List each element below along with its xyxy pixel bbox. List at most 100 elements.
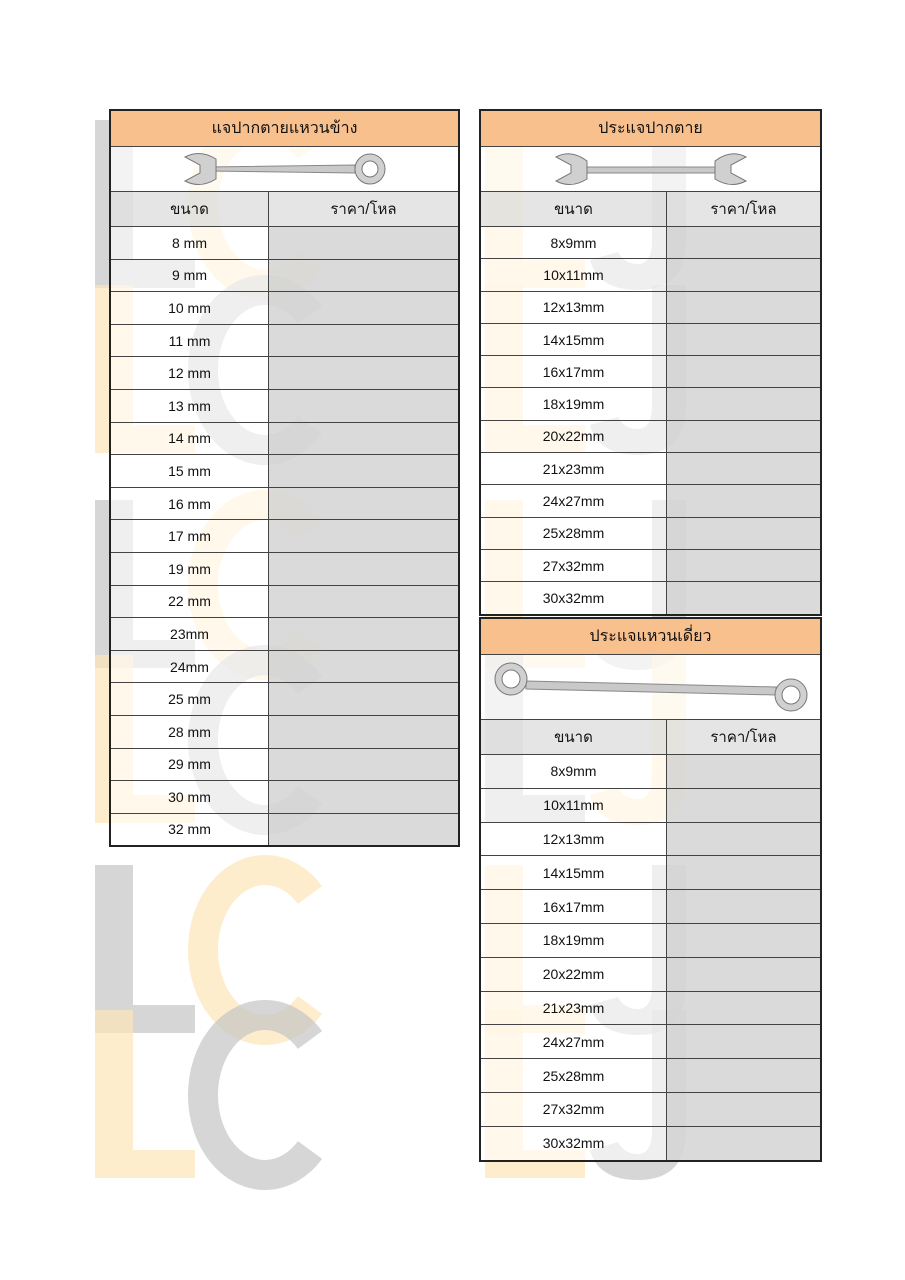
table-row: 9 mm [109,258,460,293]
size-cell: 10x11mm [479,787,667,823]
price-cell [666,922,822,958]
table-row: 8x9mm [479,754,822,789]
size-cell: 12x13mm [479,290,667,324]
table-row: 24x27mm [479,1024,822,1060]
table-row: 30x32mm [479,1125,822,1162]
price-cell [666,419,822,454]
size-cell: 12x13mm [479,821,667,857]
price-cell [666,355,822,389]
size-cell: 25x28mm [479,516,667,550]
offset-box-wrench-image [479,654,822,720]
price-cell [666,225,822,260]
table-row: 21x23mm [479,452,822,486]
size-cell: 24x27mm [479,1024,667,1060]
size-cell: 14x15mm [479,855,667,891]
combination-wrench-image [109,146,460,192]
price-cell [666,258,822,292]
table-row: 20x22mm [479,956,822,992]
price-cell [268,682,460,716]
price-cell [666,516,822,550]
table-row: 12x13mm [479,821,822,857]
table-row: 17 mm [109,519,460,553]
combination-wrench-table: แจปากตายแหวนข้าง ขนาด ราคา/โหล 8 mm 9 mm 10 m… [109,109,460,848]
price-column-header: ราคา/โหล [666,191,822,227]
watermark-letter [187,1000,323,1190]
table-row: 11 mm [109,323,460,358]
size-cell: 16x17mm [479,355,667,389]
price-cell [666,290,822,324]
price-cell [268,454,460,488]
price-cell [666,387,822,421]
price-cell [268,356,460,390]
price-cell [666,855,822,891]
table-row: 16x17mm [479,355,822,389]
table-row: 25x28mm [479,516,822,550]
price-cell [268,649,460,684]
table-title: แจปากตายแหวนข้าง [109,109,460,147]
size-cell: 8x9mm [479,754,667,789]
price-cell [666,484,822,518]
watermark-letter [187,855,323,1045]
table-row: 14 mm [109,421,460,456]
watermark-letter [95,1010,195,1178]
size-cell: 8x9mm [479,225,667,260]
table-title: ประแจแหวนเดี่ยว [479,617,822,655]
size-cell: 14 mm [109,421,269,456]
table-row: 8x9mm [479,225,822,260]
table-row: 12 mm [109,356,460,390]
price-cell [666,548,822,583]
table-row: 21x23mm [479,990,822,1026]
size-cell: 10 mm [109,291,269,325]
size-cell: 19 mm [109,551,269,586]
size-cell: 15 mm [109,454,269,488]
combination-wrench-icon [183,153,385,185]
table-row: 16x17mm [479,889,822,924]
size-cell: 27x32mm [479,548,667,583]
size-cell: 17 mm [109,519,269,553]
price-cell [666,821,822,857]
offset-box-wrench-table: ประแจแหวนเดี่ยว ขนาด ราคา/โหล 8x9mm 10x11mm 1… [479,617,822,1162]
size-cell: 20x22mm [479,956,667,992]
price-cell [666,322,822,357]
price-column-header: ราคา/โหล [268,191,460,227]
size-column-header: ขนาด [479,719,667,755]
size-cell: 10x11mm [479,258,667,292]
table-row: 14x15mm [479,855,822,891]
table-row: 30x32mm [479,581,822,616]
price-cell [268,421,460,456]
price-cell [268,617,460,651]
size-cell: 16 mm [109,486,269,521]
size-cell: 14x15mm [479,322,667,357]
price-cell [268,388,460,423]
size-cell: 20x22mm [479,419,667,454]
table-row: 30 mm [109,780,460,814]
table-row: 10x11mm [479,787,822,823]
size-cell: 30 mm [109,780,269,814]
table-row: 10 mm [109,291,460,325]
table-row: 13 mm [109,388,460,423]
size-cell: 30x32mm [479,581,667,616]
open-end-wrench-image [479,146,822,192]
size-cell: 18x19mm [479,922,667,958]
price-cell [268,584,460,619]
table-row: 32 mm [109,812,460,847]
price-cell [666,1091,822,1127]
table-row: 15 mm [109,454,460,488]
table-row: 25 mm [109,682,460,716]
size-cell: 24x27mm [479,484,667,518]
size-cell: 24mm [109,649,269,684]
table-row: 19 mm [109,551,460,586]
open-end-wrench-table: ประแจปากตาย ขนาด ราคา/โหล 8x9mm 10x11mm 12x13… [479,109,822,616]
size-cell: 25x28mm [479,1058,667,1093]
price-cell [268,291,460,325]
price-cell [666,1058,822,1093]
size-cell: 28 mm [109,714,269,749]
table-row: 10x11mm [479,258,822,292]
table-row: 27x32mm [479,1091,822,1127]
table-row: 8 mm [109,226,460,260]
size-cell: 23mm [109,617,269,651]
table-row: 16 mm [109,486,460,521]
size-cell: 12 mm [109,356,269,390]
table-row: 14x15mm [479,322,822,357]
